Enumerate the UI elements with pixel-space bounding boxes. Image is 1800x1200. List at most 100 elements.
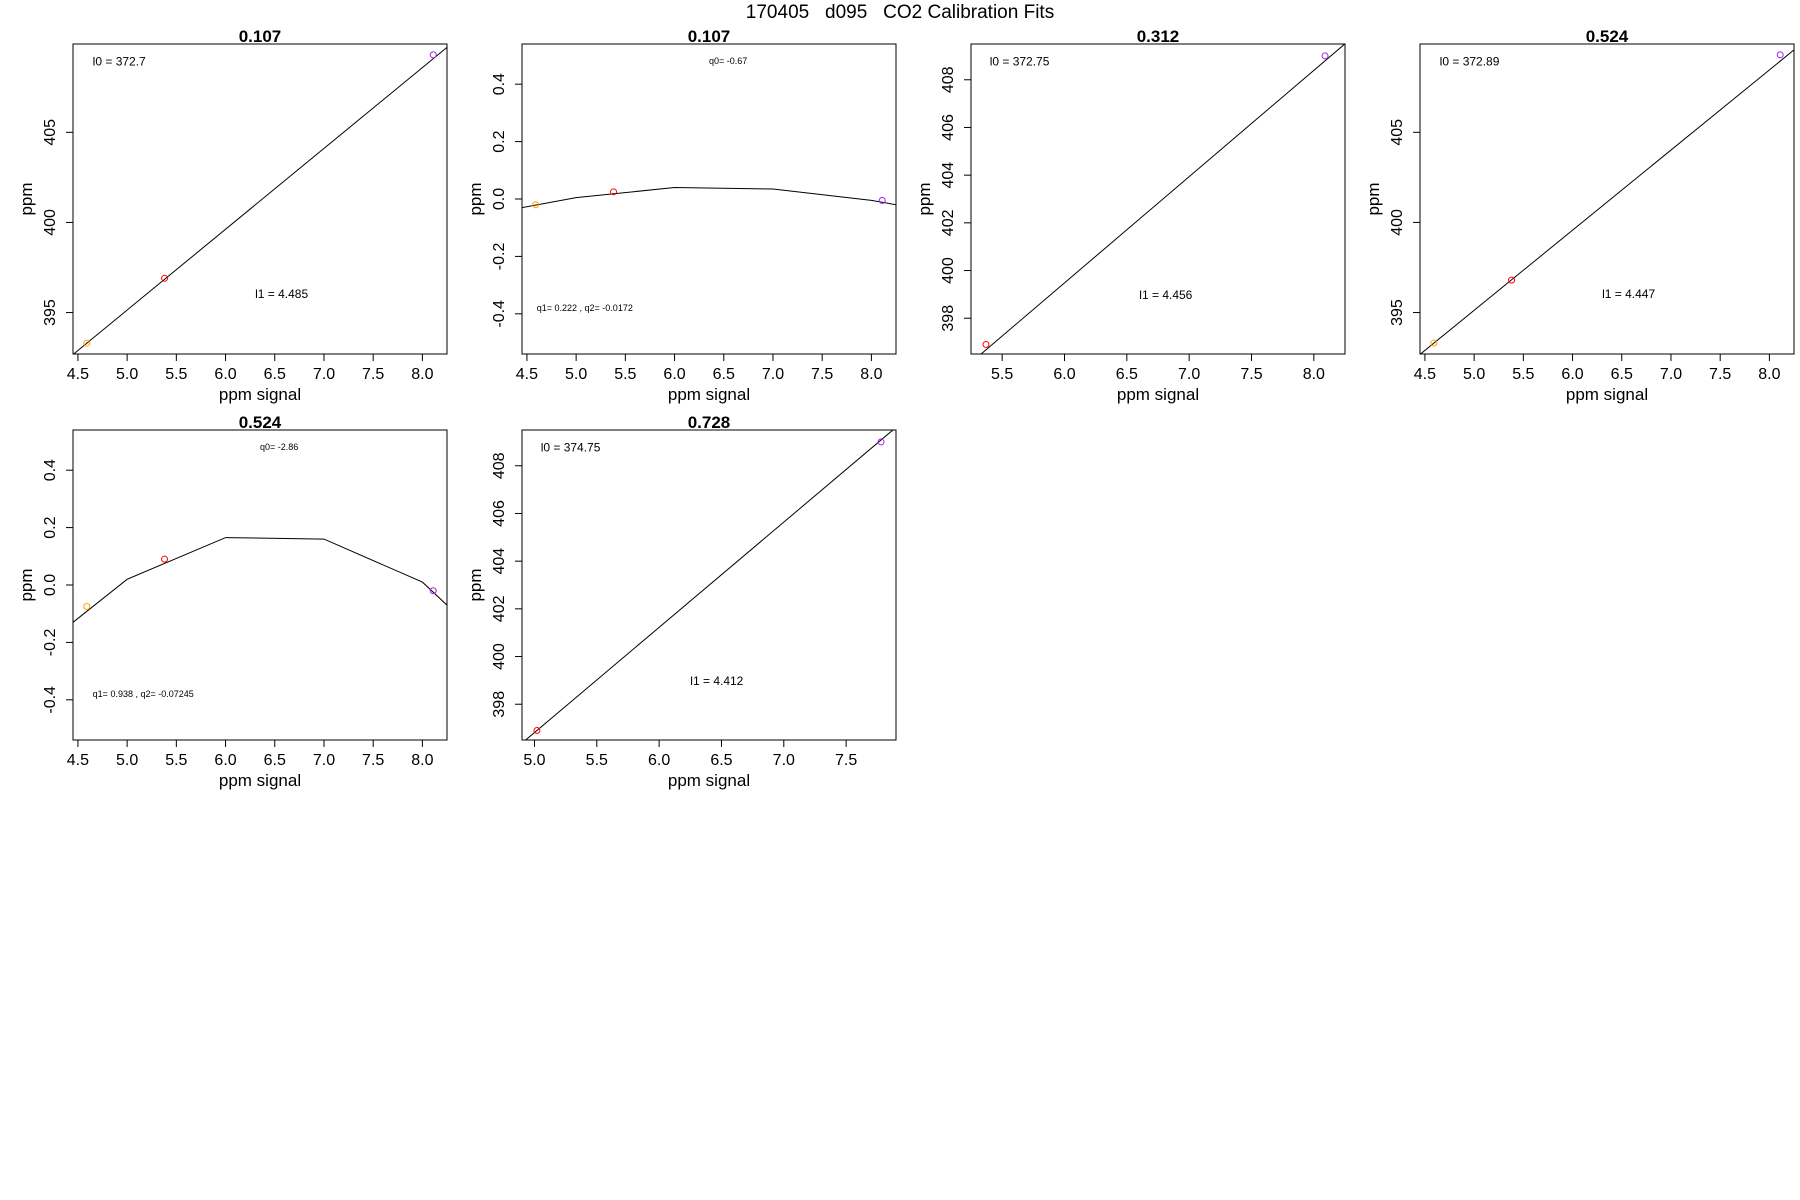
y-tick-label: 402 [491,595,508,622]
y-tick-label: 405 [1389,119,1406,146]
y-tick-label: 404 [491,548,508,575]
y-tick-label: 408 [940,66,957,93]
x-tick-label: 5.0 [1463,366,1485,383]
y-tick-label: -0.4 [42,686,59,714]
data-point [83,603,91,611]
fit-annotation: l0 = 372.89 [1440,55,1500,69]
fit-line [73,537,447,623]
y-tick-label: 395 [1389,299,1406,326]
data-point [1430,339,1438,347]
chart-title: 0.524 [239,413,282,432]
x-tick-label: 8.0 [411,752,433,769]
plot-frame [72,43,448,355]
chart-panel-1: 0.107 4.5 5.0 5.5 6.0 6.5 7.0 7.5 8.0 395 400 405 pp… [17,27,448,404]
y-axis-label: ppm [1364,182,1383,215]
data-point [877,438,885,446]
data-point [83,339,91,347]
chart-panel-3: 0.312 5.5 6.0 6.5 7.0 7.5 8.0 398 400 402 404 406 40… [915,27,1346,404]
x-tick-label: 7.5 [811,366,833,383]
data-point [161,555,169,563]
x-tick-label: 7.0 [762,366,784,383]
x-tick-label: 5.0 [523,752,545,769]
fit-line [73,47,447,354]
x-tick-label: 5.0 [116,366,138,383]
chart-title: 0.107 [688,27,731,46]
page-title: 170405 d095 CO2 Calibration Fits [745,2,1055,23]
chart-panel-4: 0.524 4.5 5.0 5.5 6.0 6.5 7.0 7.5 8.0 395 400 405 pp… [1364,27,1795,404]
x-tick-label: 7.5 [1240,366,1262,383]
data-point [1776,51,1784,59]
y-tick-label: -0.2 [491,243,508,271]
y-tick-label: 0.0 [42,574,59,596]
fit-annotation: l0 = 372.7 [93,55,146,69]
x-tick-label: 7.0 [313,752,335,769]
x-tick-label: 6.5 [713,366,735,383]
x-tick-label: 7.5 [1709,366,1731,383]
y-tick-label: 408 [491,452,508,479]
x-tick-label: 4.5 [1414,366,1436,383]
chart-title: 0.728 [688,413,731,432]
x-axis-label: ppm signal [1566,385,1648,404]
x-tick-label: 5.5 [1512,366,1534,383]
fit-annotation: l1 = 4.485 [255,287,308,301]
chart-panel-5: 0.524 4.5 5.0 5.5 6.0 6.5 7.0 7.5 8.0 -0.4 -0.2 0.0… [17,413,448,790]
fit-annotation: q1= 0.222 , q2= -0.0172 [537,303,633,313]
plot-frame [970,43,1346,355]
y-tick-label: 400 [491,643,508,670]
x-tick-label: 5.5 [614,366,636,383]
y-tick-label: -0.4 [491,300,508,328]
fit-line [1420,49,1794,354]
y-tick-label: 405 [42,119,59,146]
fit-annotation: q0= -2.86 [260,442,298,452]
x-tick-label: 5.0 [116,752,138,769]
chart-panel-6: 0.728 5.0 5.5 6.0 6.5 7.0 7.5 398 400 402 404 406 40… [466,413,897,790]
fit-line [980,44,1345,354]
fit-annotation: q1= 0.938 , q2= -0.07245 [93,689,194,699]
x-tick-label: 7.0 [773,752,795,769]
fit-annotation: l0 = 374.75 [541,440,601,454]
x-axis-label: ppm signal [668,385,750,404]
plot-frame [1419,43,1795,355]
x-axis-label: ppm signal [219,385,301,404]
data-point [429,51,437,59]
fit-annotation: l1 = 4.412 [690,674,743,688]
y-tick-label: 0.4 [491,73,508,95]
plot-frame [521,429,897,741]
data-point [610,188,618,196]
x-tick-label: 5.5 [165,366,187,383]
x-tick-label: 5.5 [165,752,187,769]
x-tick-label: 7.5 [362,752,384,769]
fit-line [524,430,894,740]
fit-annotation: l1 = 4.456 [1139,288,1192,302]
y-axis-label: ppm [17,568,36,601]
fit-line [522,186,896,209]
y-tick-label: 406 [491,500,508,527]
data-point [982,340,990,348]
x-tick-label: 6.0 [663,366,685,383]
y-tick-label: 395 [42,299,59,326]
x-tick-label: 8.0 [1303,366,1325,383]
x-tick-label: 6.0 [1053,366,1075,383]
x-tick-label: 7.0 [1660,366,1682,383]
x-tick-label: 6.5 [264,752,286,769]
x-tick-label: 6.5 [710,752,732,769]
x-tick-label: 6.5 [1116,366,1138,383]
x-tick-label: 5.5 [991,366,1013,383]
x-tick-label: 7.5 [362,366,384,383]
y-tick-label: 0.2 [491,130,508,152]
fit-annotation: q0= -0.67 [709,56,747,66]
y-tick-label: 404 [940,162,957,189]
x-tick-label: 7.0 [1178,366,1200,383]
data-point [532,201,540,209]
x-tick-label: 7.0 [313,366,335,383]
chart-title: 0.312 [1137,27,1180,46]
x-tick-label: 4.5 [516,366,538,383]
fit-annotation: l1 = 4.447 [1602,287,1655,301]
y-axis-label: ppm [915,182,934,215]
x-axis-label: ppm signal [219,771,301,790]
x-tick-label: 4.5 [67,752,89,769]
x-tick-label: 6.0 [214,752,236,769]
x-tick-label: 7.5 [835,752,857,769]
x-tick-label: 5.0 [565,366,587,383]
